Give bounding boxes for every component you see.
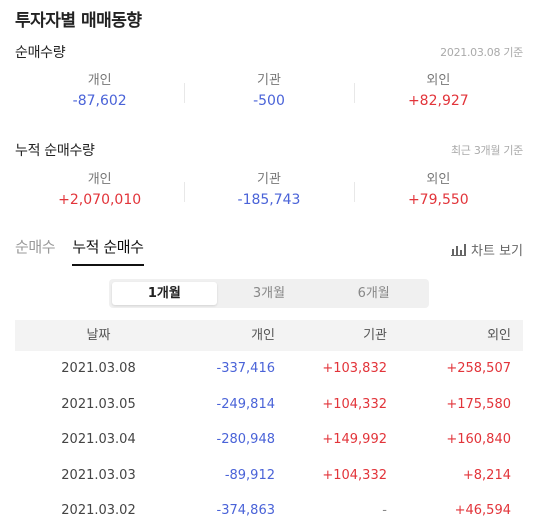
header-foreign: 외인 [487, 328, 511, 343]
cell-foreign: +160,840 [446, 432, 511, 447]
stat-label: 기관 [257, 73, 281, 88]
cell-date: 2021.03.05 [61, 396, 136, 412]
cell-institution: - [382, 503, 387, 518]
table-row: 2021.03.08 -337,416 +103,832 +258,507 [15, 351, 523, 387]
stat-label: 외인 [426, 73, 451, 88]
cumulative-volume-title: 누적 순매수량 [15, 143, 95, 159]
net-volume-date-note: 2021.03.08 기준 [440, 46, 523, 59]
cell-institution: +149,992 [322, 432, 387, 447]
bar-chart-icon [451, 243, 467, 256]
cell-foreign: +8,214 [462, 467, 511, 483]
table-row: 2021.03.04 -280,948 +149,992 +160,840 [15, 422, 523, 458]
cell-date: 2021.03.04 [61, 432, 136, 447]
table-header: 날짜 개인 기관 외인 [15, 320, 523, 351]
cell-individual: -89,912 [224, 467, 275, 483]
cell-individual: -374,863 [216, 503, 275, 518]
stat-value: +79,550 [407, 192, 469, 208]
header-institution: 기관 [363, 328, 387, 343]
stat-label: 기관 [257, 172, 281, 187]
cell-individual: -249,814 [216, 396, 275, 412]
net-volume-foreign: 외인 +82,927 [353, 73, 523, 113]
table-row: 2021.03.05 -249,814 +104,332 +175,580 [15, 387, 523, 423]
cumulative-institution: 기관 -185,743 [184, 172, 353, 212]
stat-value: +82,927 [407, 93, 469, 109]
net-volume-stats: 개인 -87,602 기관 -500 외인 +82,927 [15, 73, 523, 113]
net-volume-title: 순매수량 [15, 45, 66, 61]
stat-label: 개인 [87, 172, 112, 187]
cell-institution: +104,332 [322, 396, 387, 412]
stat-label: 외인 [426, 172, 451, 187]
period-6-month-button[interactable]: 6개월 [357, 286, 390, 301]
cumulative-volume-stats: 개인 +2,070,010 기관 -185,743 외인 +79,550 [15, 172, 523, 212]
header-date: 날짜 [86, 328, 111, 343]
stat-value: -185,743 [237, 192, 301, 208]
net-volume-individual: 개인 -87,602 [15, 73, 184, 113]
net-volume-institution: 기관 -500 [184, 73, 353, 113]
cumulative-volume-note: 최근 3개월 기준 [450, 144, 523, 157]
period-1-month-button[interactable]: 1개월 [112, 282, 217, 305]
view-tabs: 순매수 누적 순매수 [15, 236, 144, 266]
cell-institution: +104,332 [322, 467, 387, 483]
header-individual: 개인 [251, 328, 275, 343]
cell-foreign: +258,507 [446, 361, 511, 376]
page-title: 투자자별 매매동향 [15, 11, 142, 31]
cumulative-foreign: 외인 +79,550 [353, 172, 523, 212]
chart-view-label: 차트 보기 [471, 244, 523, 259]
chart-view-button[interactable]: 차트 보기 [451, 240, 523, 259]
table-row: 2021.03.02 -374,863 - +46,594 [15, 493, 523, 527]
cell-date: 2021.03.02 [61, 503, 136, 518]
stat-value: -87,602 [72, 93, 127, 109]
period-3-month-button[interactable]: 3개월 [252, 286, 286, 301]
period-selector: 1개월 3개월 6개월 [109, 279, 429, 308]
tab-cumulative-net-buy[interactable]: 누적 순매수 [72, 236, 144, 266]
stat-value: +2,070,010 [58, 192, 142, 208]
stat-value: -500 [253, 93, 285, 109]
trading-table: 날짜 개인 기관 외인 2021.03.08 -337,416 +103,832… [15, 320, 523, 527]
cell-institution: +103,832 [322, 361, 387, 376]
cell-date: 2021.03.08 [61, 361, 136, 376]
cell-foreign: +46,594 [454, 503, 511, 518]
table-row: 2021.03.03 -89,912 +104,332 +8,214 [15, 458, 523, 494]
tab-net-buy[interactable]: 순매수 [15, 238, 56, 256]
stat-label: 개인 [87, 73, 112, 88]
cell-individual: -280,948 [216, 432, 275, 447]
cell-foreign: +175,580 [446, 396, 511, 412]
cumulative-individual: 개인 +2,070,010 [15, 172, 184, 212]
cell-date: 2021.03.03 [61, 467, 136, 483]
cell-individual: -337,416 [216, 361, 275, 376]
